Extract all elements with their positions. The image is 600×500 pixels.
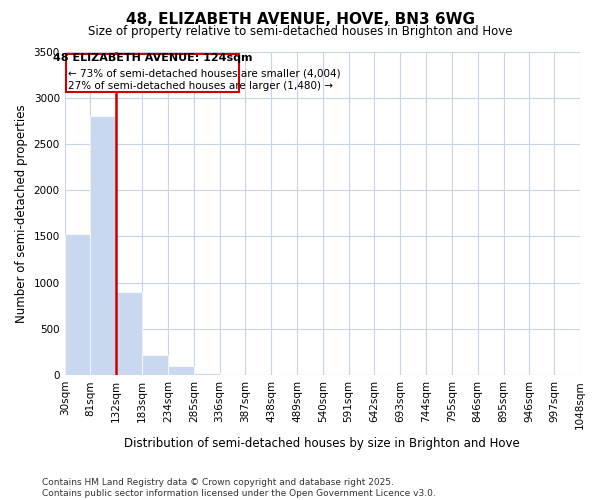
X-axis label: Distribution of semi-detached houses by size in Brighton and Hove: Distribution of semi-detached houses by … bbox=[124, 437, 520, 450]
Bar bbox=[168, 366, 194, 375]
Bar bbox=[194, 373, 220, 375]
Bar bbox=[65, 234, 91, 375]
Text: 27% of semi-detached houses are larger (1,480) →: 27% of semi-detached houses are larger (… bbox=[68, 81, 333, 91]
Bar bbox=[142, 355, 168, 375]
Text: 48, ELIZABETH AVENUE, HOVE, BN3 6WG: 48, ELIZABETH AVENUE, HOVE, BN3 6WG bbox=[125, 12, 475, 28]
Y-axis label: Number of semi-detached properties: Number of semi-detached properties bbox=[15, 104, 28, 322]
Text: 48 ELIZABETH AVENUE: 124sqm: 48 ELIZABETH AVENUE: 124sqm bbox=[53, 53, 252, 63]
Bar bbox=[116, 292, 142, 375]
FancyBboxPatch shape bbox=[65, 54, 239, 92]
Bar bbox=[91, 116, 116, 375]
Text: ← 73% of semi-detached houses are smaller (4,004): ← 73% of semi-detached houses are smalle… bbox=[68, 68, 341, 78]
Text: Contains HM Land Registry data © Crown copyright and database right 2025.
Contai: Contains HM Land Registry data © Crown c… bbox=[42, 478, 436, 498]
Text: Size of property relative to semi-detached houses in Brighton and Hove: Size of property relative to semi-detach… bbox=[88, 25, 512, 38]
